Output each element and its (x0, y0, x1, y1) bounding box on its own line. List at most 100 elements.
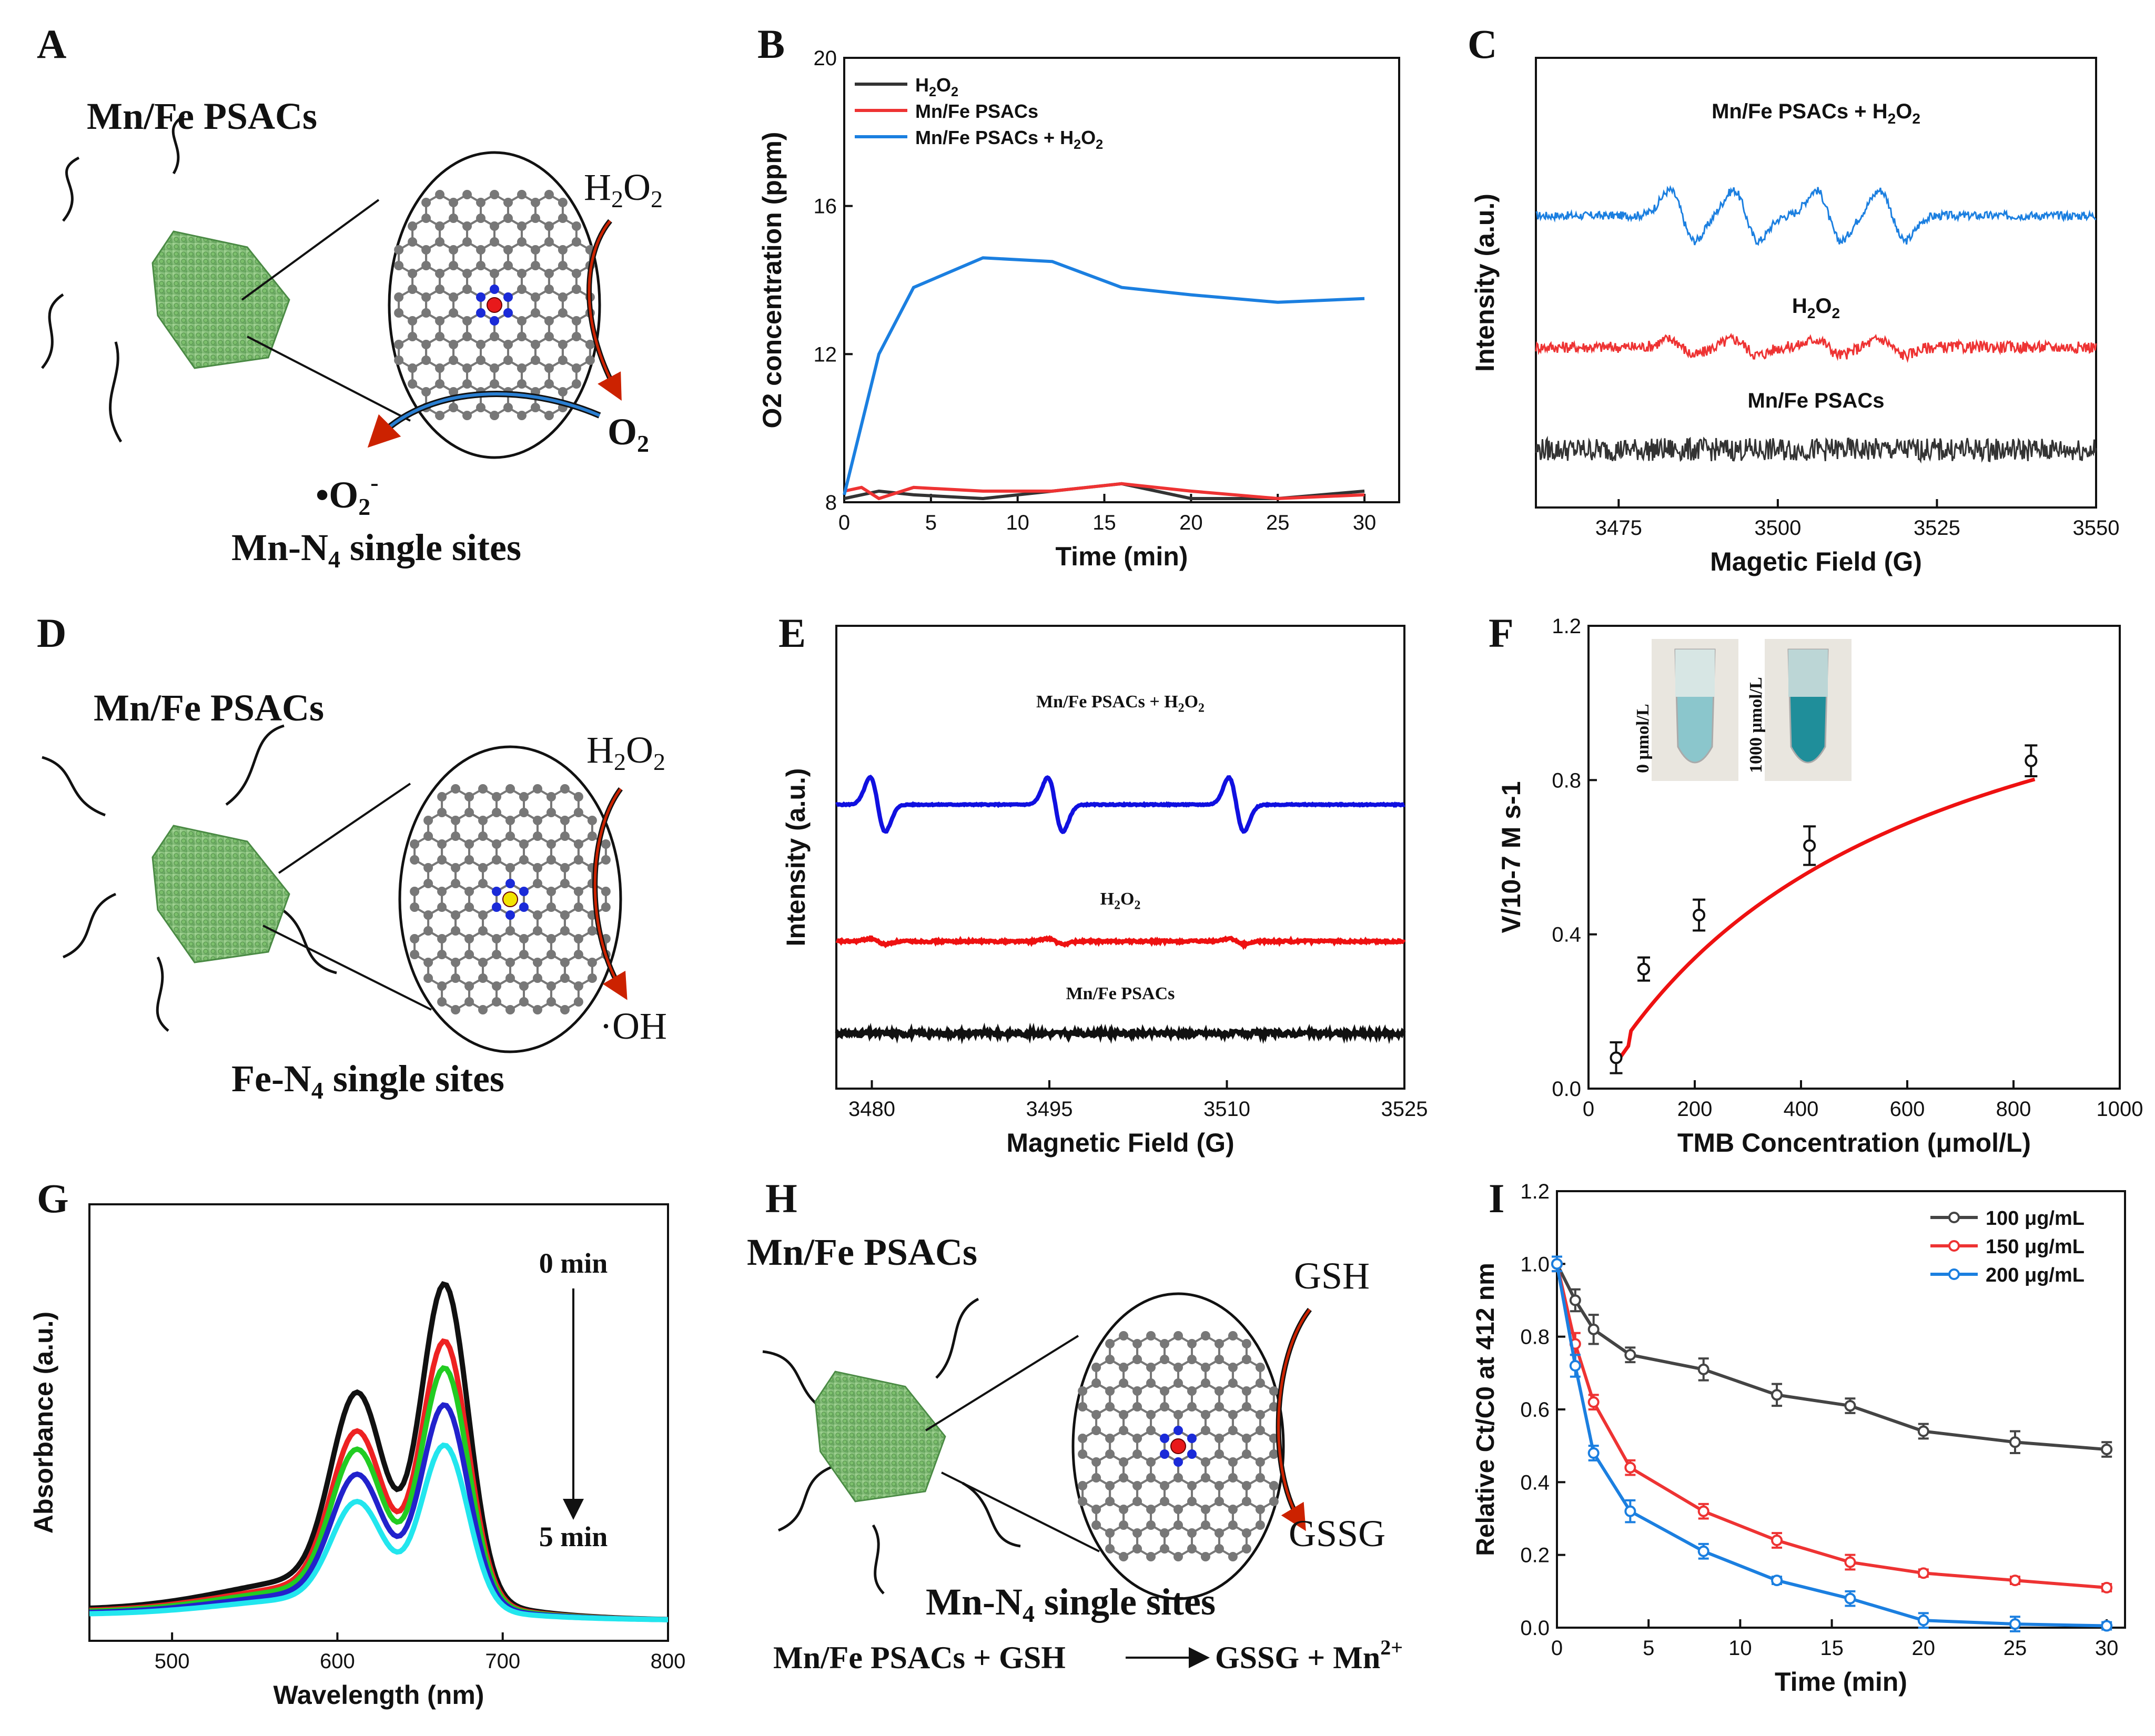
carbon-atom (1200, 1473, 1210, 1483)
carbon-atom (1078, 1497, 1088, 1506)
chart-c: 3475 3500 3525 3550 Magetic Field (G) Intensi… (1470, 57, 2119, 576)
nitrogen-atom (505, 879, 515, 888)
carbon-atom (1173, 1473, 1183, 1483)
carbon-atom (451, 1005, 461, 1014)
carbon-atom (573, 792, 583, 801)
legend-label: 150 μg/mL (1986, 1236, 2085, 1258)
carbon-atom (1269, 1497, 1279, 1506)
nitrogen-atom (1187, 1434, 1197, 1443)
x-tick-label: 600 (1890, 1098, 1925, 1121)
carbon-atom (558, 245, 568, 255)
carbon-atom (437, 887, 447, 896)
carbon-atom (478, 926, 488, 936)
data-point (2025, 754, 2038, 767)
carbon-atom (1132, 1497, 1142, 1506)
carbon-atom (1146, 1410, 1156, 1419)
trace-label: Mn/Fe PSACs + H2O2 (1036, 692, 1205, 715)
carbon-atom (1228, 1363, 1238, 1372)
inset-label: 1000 μmol/L (1746, 677, 1766, 773)
time-start-label: 0 min (539, 1247, 608, 1279)
carbon-atom (1132, 1544, 1142, 1554)
gsh-equation-right: GSSG + Mn2+ (1215, 1636, 1403, 1675)
carbon-atom (1105, 1528, 1115, 1538)
carbon-atom (503, 245, 513, 255)
carbon-atom (573, 934, 583, 943)
fit-curve (1616, 777, 2036, 1062)
carbon-atom (408, 221, 418, 231)
y-tick-label: 8 (825, 491, 837, 514)
carbon-atom (464, 981, 474, 991)
carbon-atom (1105, 1434, 1115, 1443)
panel-letter-i: I (1489, 1175, 1504, 1221)
data-point (1697, 1363, 1709, 1375)
carbon-atom (532, 958, 542, 967)
carbon-atom (571, 237, 581, 247)
carbon-atom (1160, 1528, 1170, 1538)
carbon-atom (1187, 1481, 1197, 1490)
carbon-atom (517, 237, 527, 247)
carbon-atom (1255, 1457, 1265, 1467)
carbon-atom (1187, 1528, 1197, 1538)
carbon-atom (437, 934, 447, 943)
carbon-atom (1132, 1402, 1142, 1412)
x-tick-label: 30 (2095, 1637, 2119, 1660)
carbon-atom (394, 261, 404, 270)
nitrogen-atom (492, 902, 502, 912)
data-point (1569, 1360, 1581, 1372)
h2o2-label-d: H2O2 (586, 729, 665, 775)
carbon-atom (517, 363, 527, 373)
carbon-atom (560, 879, 570, 888)
carbon-atom (408, 269, 418, 278)
carbon-atom (476, 340, 486, 349)
panel-letter-h: H (765, 1175, 797, 1221)
carbon-atom (490, 379, 499, 389)
carbon-atom (449, 214, 459, 223)
carbon-atom (408, 316, 418, 326)
carbon-atom (478, 910, 488, 920)
carbon-atom (1269, 1449, 1279, 1459)
carbon-atom (1146, 1363, 1156, 1372)
carbon-atom (1132, 1386, 1142, 1396)
carbon-atom (1105, 1339, 1115, 1348)
carbon-atom (558, 308, 568, 318)
carbon-atom (1241, 1386, 1251, 1396)
carbon-atom (478, 973, 488, 983)
carbon-atom (1214, 1544, 1224, 1554)
x-tick-label: 800 (1996, 1098, 2031, 1121)
carbon-atom (503, 340, 513, 349)
carbon-atom (1119, 1410, 1129, 1419)
carbon-atom (503, 198, 513, 207)
carbon-atom (464, 934, 474, 943)
carbon-atom (1105, 1497, 1115, 1506)
carbon-atom (1091, 1363, 1101, 1372)
y-axis-label: Relative Ct/C0 at 412 nm (1472, 1263, 1500, 1556)
series-line (844, 482, 1365, 501)
carbon-atom (505, 784, 515, 794)
carbon-atom (435, 316, 445, 326)
nitrogen-atom (1173, 1457, 1183, 1467)
data-point (1624, 1349, 1636, 1361)
panel-letter-c: C (1468, 21, 1497, 67)
carbon-atom (464, 887, 474, 896)
x-tick-label: 3495 (1026, 1098, 1073, 1121)
carbon-atom (492, 792, 502, 801)
nitrogen-atom (505, 910, 515, 920)
carbon-atom (573, 808, 583, 817)
carbon-atom (490, 269, 499, 278)
mn-n4-sites-label-a: Mn-N4 single sites (231, 526, 521, 573)
carbon-atom (1132, 1434, 1142, 1443)
carbon-atom (1160, 1544, 1170, 1554)
absorbance-curve (89, 1281, 669, 1622)
carbon-atom (546, 981, 556, 991)
carbon-atom (517, 411, 527, 420)
carbon-atom (1255, 1363, 1265, 1372)
data-point (1624, 1461, 1636, 1474)
carbon-atom (560, 816, 570, 825)
carbon-atom (451, 910, 461, 920)
carbon-atom (1132, 1528, 1142, 1538)
h2o2-label-a: H2O2 (584, 166, 663, 212)
carbon-atom (451, 784, 461, 794)
data-point (1771, 1575, 1783, 1587)
carbon-atom (492, 950, 502, 959)
carbon-atom (517, 316, 527, 326)
